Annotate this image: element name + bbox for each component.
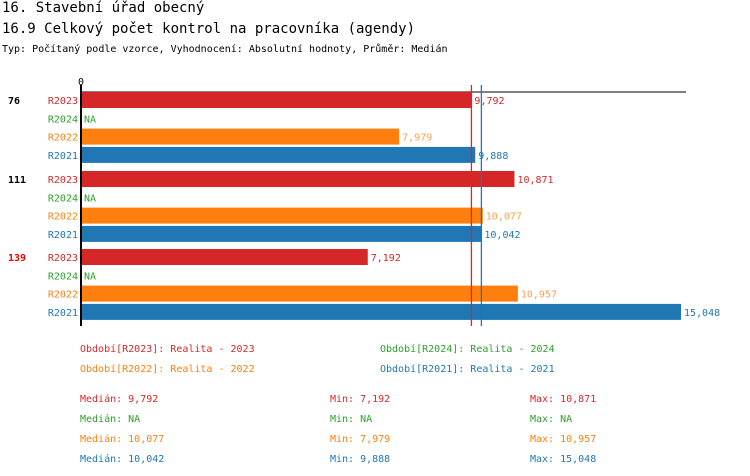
data-label: NA — [84, 193, 96, 204]
stat-median: Medián: NA — [80, 413, 140, 425]
row-label: R2021 — [48, 151, 78, 162]
bar-R2023 — [81, 92, 472, 108]
stat-max: Max: 10,871 — [530, 394, 596, 405]
data-label: NA — [84, 271, 96, 282]
data-label: 10,077 — [486, 212, 522, 223]
stat-max: Max: 10,957 — [530, 434, 596, 445]
group-label: 111 — [8, 175, 26, 186]
data-label: 7,979 — [402, 133, 432, 144]
stat-max: Max: NA — [530, 414, 572, 425]
legend-item: Období[R2021]: Realita - 2021 — [380, 363, 555, 375]
stat-max: Max: 15,048 — [530, 454, 596, 465]
legend-item: Období[R2024]: Realita - 2024 — [380, 343, 555, 355]
bar-R2022 — [81, 285, 518, 302]
data-label: NA — [84, 114, 96, 125]
chart-subtitle: 16.9 Celkový počet kontrol na pracovníka… — [2, 21, 416, 37]
group-label: 139 — [8, 253, 26, 264]
group-label: 76 — [8, 96, 20, 107]
bar-R2023 — [81, 249, 368, 265]
data-label: 9,888 — [478, 151, 508, 162]
stat-min: Min: 9,888 — [330, 454, 390, 465]
legend-item: Období[R2022]: Realita - 2022 — [80, 363, 255, 375]
stat-min: Min: NA — [330, 414, 372, 425]
row-label: R2021 — [48, 308, 78, 319]
bar-R2021 — [81, 225, 482, 242]
bar-R2022 — [81, 207, 483, 224]
stat-median: Medián: 9,792 — [80, 393, 158, 405]
bar-R2021 — [81, 303, 681, 320]
row-label: R2021 — [48, 230, 78, 241]
x-tick-label: 0 — [78, 77, 84, 88]
row-label: R2023 — [48, 175, 78, 186]
data-label: 15,048 — [684, 308, 720, 319]
page-title: 16. Stavební úřad obecný — [2, 0, 205, 16]
stat-median: Medián: 10,077 — [80, 433, 164, 445]
data-label: 10,871 — [517, 175, 553, 186]
row-label: R2024 — [48, 271, 78, 282]
data-label: 9,792 — [474, 96, 504, 107]
row-label: R2024 — [48, 114, 78, 125]
legend-item: Období[R2023]: Realita - 2023 — [80, 343, 255, 355]
row-label: R2022 — [48, 133, 78, 144]
data-label: 10,042 — [484, 230, 520, 241]
data-label: 10,957 — [521, 290, 557, 301]
bar-R2023 — [81, 171, 515, 187]
row-label: R2023 — [48, 253, 78, 264]
row-label: R2023 — [48, 96, 78, 107]
row-label: R2022 — [48, 290, 78, 301]
stat-median: Medián: 10,042 — [80, 453, 164, 465]
chart-info: Typ: Počítaný podle vzorce, Vyhodnocení:… — [2, 44, 448, 55]
row-label: R2024 — [48, 193, 78, 204]
data-label: 7,192 — [371, 253, 401, 264]
stat-min: Min: 7,979 — [330, 434, 390, 445]
bar-R2022 — [81, 128, 400, 145]
row-label: R2022 — [48, 212, 78, 223]
bar-R2021 — [81, 146, 476, 163]
stat-min: Min: 7,192 — [330, 394, 390, 405]
